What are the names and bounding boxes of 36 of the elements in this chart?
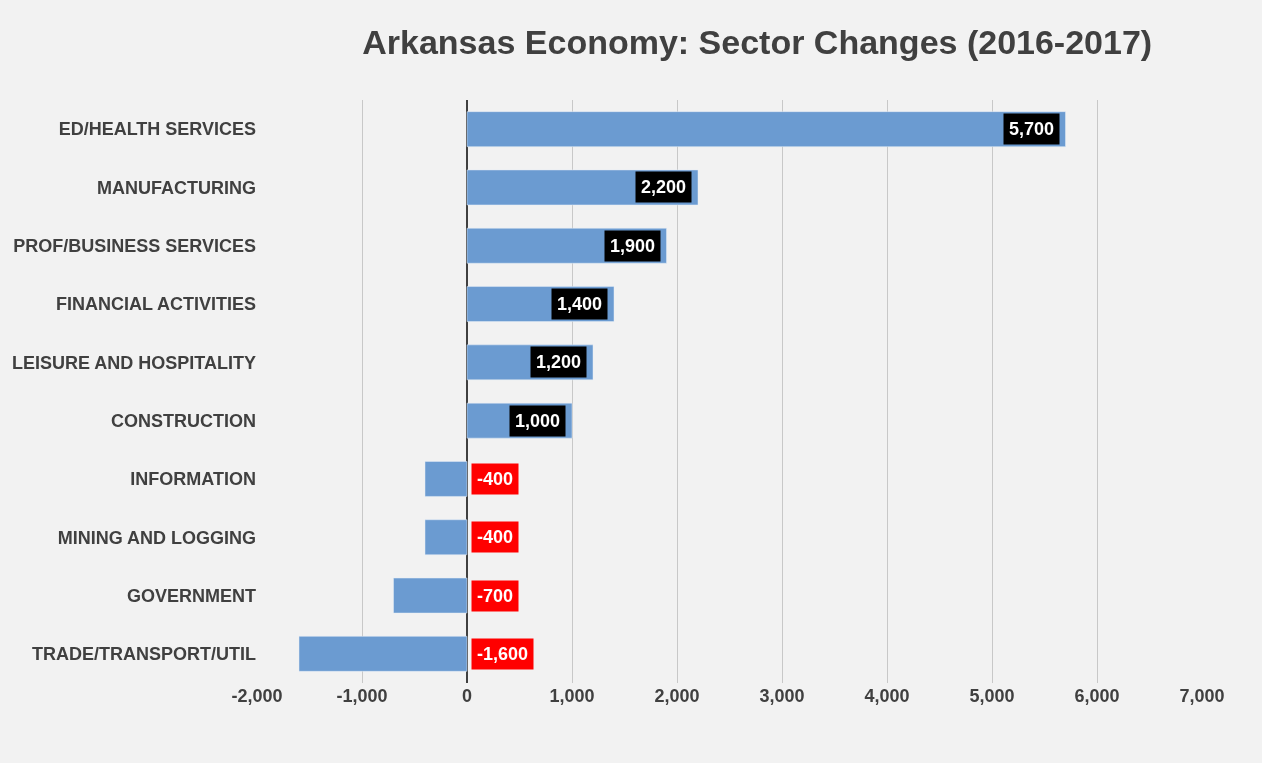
y-tick-label: LEISURE AND HOSPITALITY [11,352,256,373]
x-tick-label: 4,000 [864,686,910,706]
data-label: 5,700 [1009,119,1055,139]
x-tick-label: -2,000 [231,686,283,706]
x-tick-label: 5,000 [969,686,1015,706]
data-label: 1,000 [515,411,561,431]
y-tick-label: INFORMATION [130,469,256,490]
x-tick-label: 2,000 [654,686,700,706]
bar [424,519,468,555]
x-tick-label: 3,000 [759,686,805,706]
x-tick-label: 7,000 [1179,686,1225,706]
data-label: -400 [477,527,514,547]
data-label: 1,400 [557,294,603,314]
data-label: -1,600 [477,644,529,664]
y-tick-label: ED/HEALTH SERVICES [58,119,256,140]
x-tick-label: 0 [461,686,473,706]
x-tick-label: 6,000 [1074,686,1120,706]
x-tick-label: -1,000 [336,686,388,706]
data-label: 2,200 [641,177,687,197]
bar [298,636,468,672]
y-tick-label: TRADE/TRANSPORT/UTIL [32,644,256,665]
y-tick-label: MANUFACTURING [97,177,256,198]
y-tick-label: CONSTRUCTION [111,410,256,431]
data-label: 1,200 [536,352,582,372]
bar [466,111,1066,147]
x-tick-label: 1,000 [549,686,595,706]
y-tick-label: GOVERNMENT [126,585,256,606]
data-label: 1,900 [610,236,656,256]
bar [424,461,468,497]
y-tick-label: MINING AND LOGGING [57,527,256,548]
y-tick-label: PROF/BUSINESS SERVICES [13,236,256,257]
y-tick-label: FINANCIAL ACTIVITIES [55,294,256,315]
bar [393,577,468,614]
data-label: -400 [477,469,514,489]
data-label: -700 [477,586,514,606]
chart-title: Arkansas Economy: Sector Changes (2016-2017) [362,23,1153,62]
